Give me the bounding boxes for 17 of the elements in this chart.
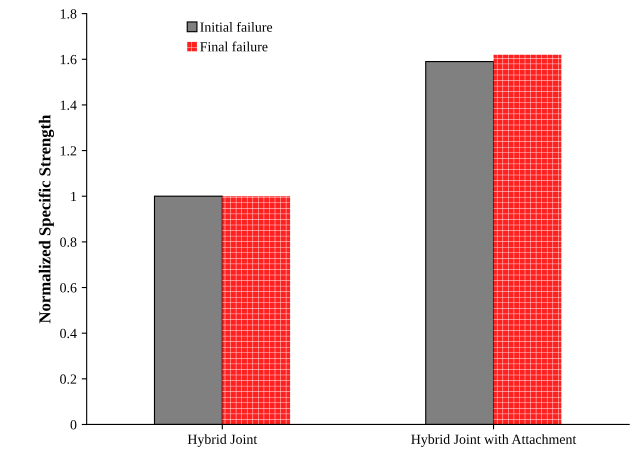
y-tick-label: 1 xyxy=(71,192,76,202)
y-tick-label: 0.2 xyxy=(60,374,76,384)
bar xyxy=(222,196,290,424)
y-tick-label: 1.6 xyxy=(60,54,77,64)
x-tick-label: Hybrid Joint with Attachment xyxy=(411,434,576,447)
y-tick-label: 1.4 xyxy=(60,100,77,110)
legend-label: Initial failure xyxy=(200,22,272,32)
x-tick-label: Hybrid Joint xyxy=(188,434,258,447)
y-tick-label: 1.8 xyxy=(60,9,76,19)
y-tick-label: 0.4 xyxy=(60,328,77,338)
y-tick-label: 0.6 xyxy=(60,283,77,293)
y-tick-label: 1.2 xyxy=(60,146,76,156)
y-tick-label: 0 xyxy=(70,420,76,430)
y-tick-label: 0.8 xyxy=(60,237,76,247)
y-axis-title: Normalized Specific Strength xyxy=(38,114,54,324)
legend-label: Final failure xyxy=(200,42,268,52)
bar xyxy=(494,54,562,424)
